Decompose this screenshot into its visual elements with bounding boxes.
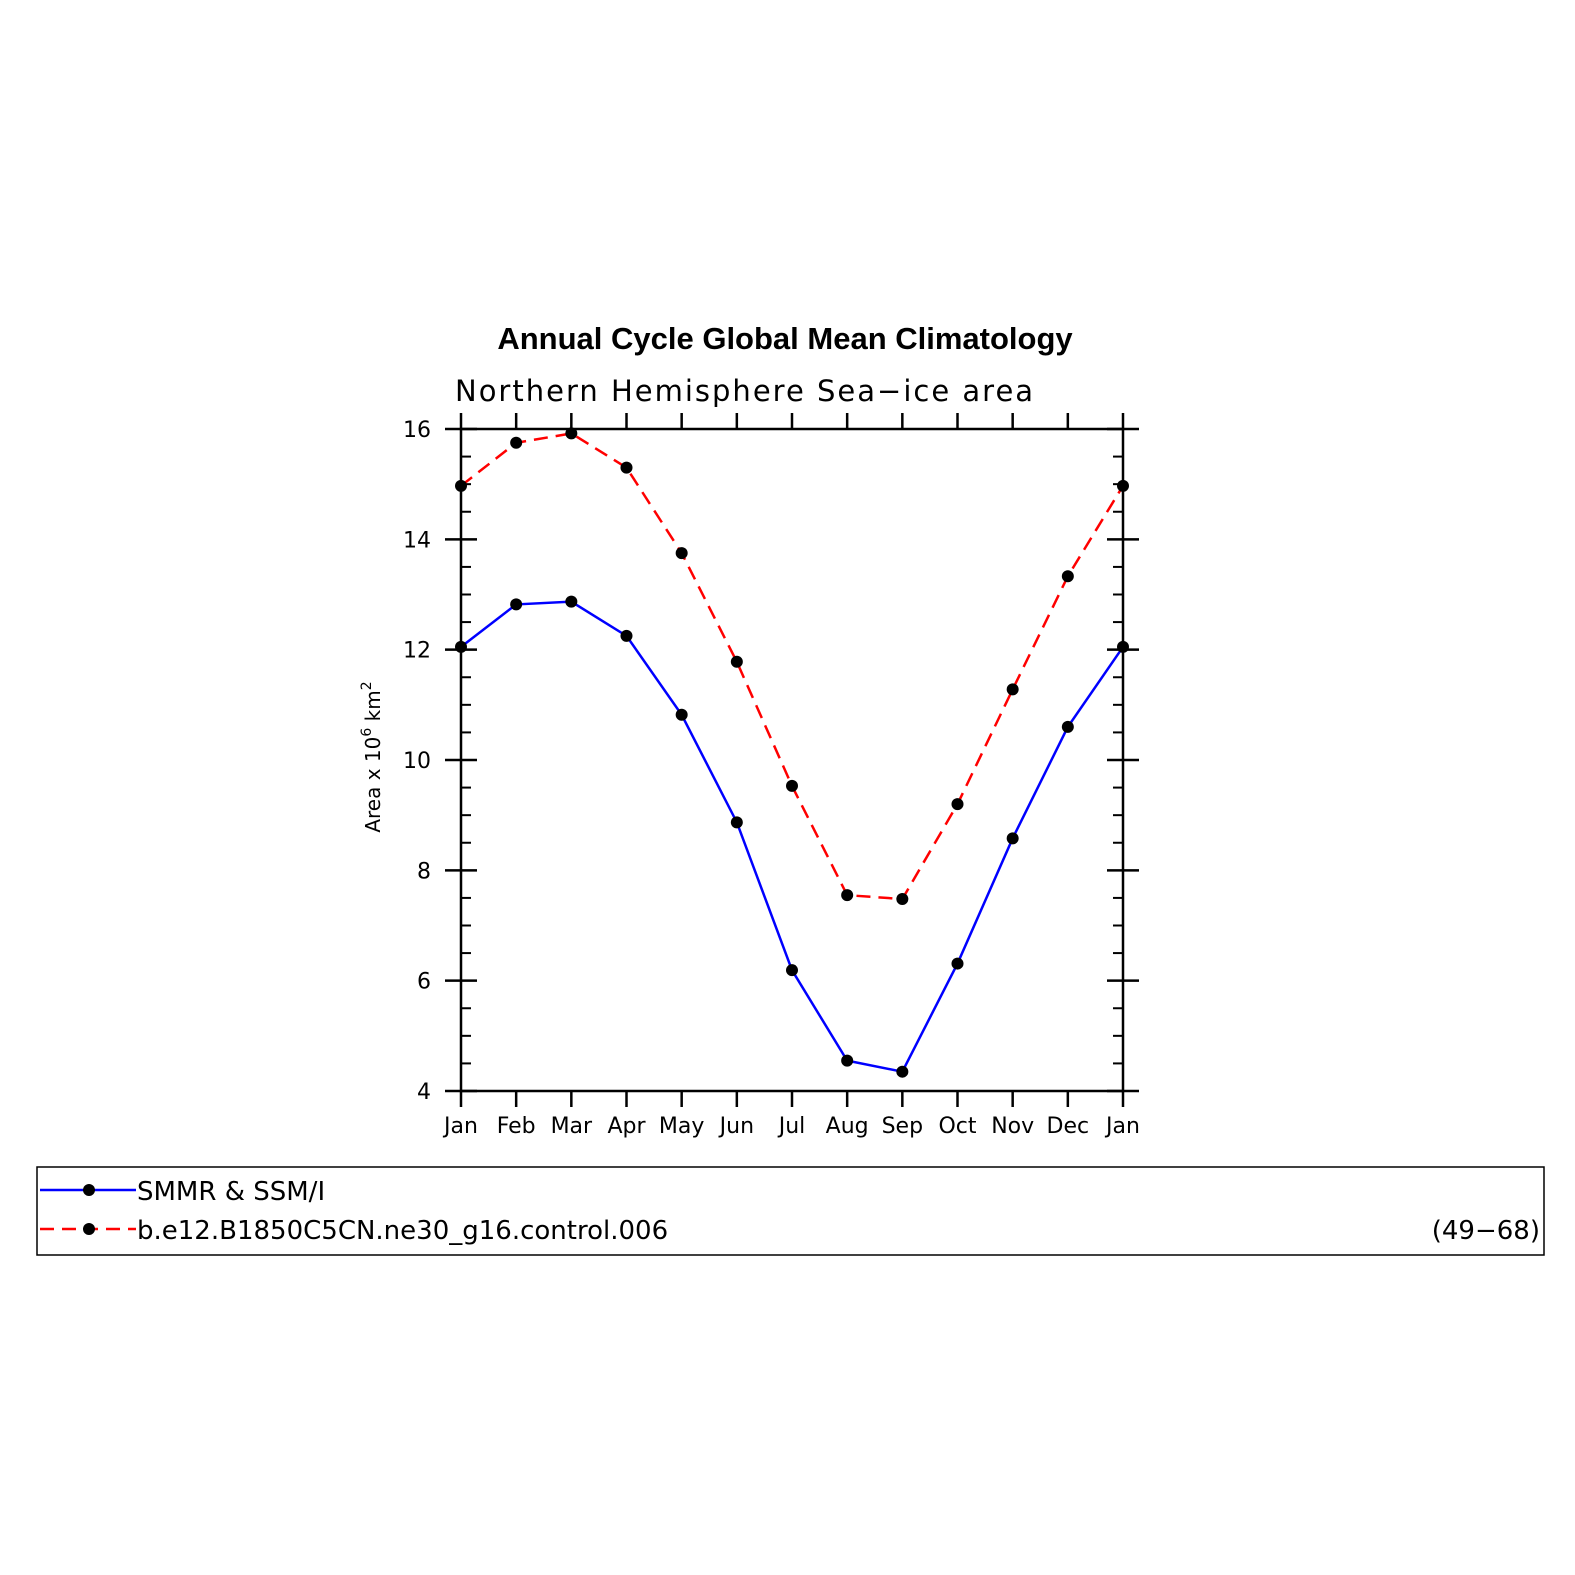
series-1-point bbox=[675, 708, 688, 721]
legend-note: (49−68) bbox=[1432, 1216, 1540, 1246]
x-tick-label: Feb bbox=[497, 1114, 536, 1139]
x-tick-label: Jan bbox=[1104, 1114, 1140, 1139]
series-1-point bbox=[455, 640, 467, 653]
y-tick-label: 16 bbox=[403, 418, 431, 443]
y-axis-label-exponent: 6 bbox=[359, 728, 375, 737]
chart-title: Annual Cycle Global Mean Climatology bbox=[497, 321, 1073, 356]
y-tick-label: 6 bbox=[417, 970, 431, 995]
series-1-point bbox=[565, 595, 578, 608]
legend: SMMR & SSM/I b.e12.B1850C5CN.ne30_g16.con… bbox=[36, 1166, 1545, 1256]
series-line-2 bbox=[460, 432, 1125, 901]
x-tick-label: Sep bbox=[882, 1114, 923, 1139]
y-axis-label: Area x 106 km2 bbox=[359, 681, 385, 832]
series-1-point bbox=[1117, 640, 1129, 653]
series-1-point bbox=[896, 1065, 909, 1078]
x-tick-label: Nov bbox=[991, 1114, 1034, 1139]
series-1-point bbox=[620, 629, 633, 642]
series-1-point bbox=[951, 957, 964, 970]
legend-label-2: b.e12.B1850C5CN.ne30_g16.control.006 bbox=[137, 1216, 668, 1246]
series-2-point bbox=[675, 547, 688, 560]
legend-box bbox=[36, 1166, 1545, 1256]
series-2-point bbox=[510, 436, 523, 449]
x-tick-label: Apr bbox=[607, 1114, 646, 1139]
series-1-point bbox=[1061, 720, 1074, 733]
series-2-point bbox=[1006, 683, 1019, 696]
y-tick-label: 10 bbox=[403, 749, 431, 774]
y-tick-label: 14 bbox=[403, 528, 431, 553]
series-1-point bbox=[841, 1054, 854, 1067]
x-tick-label: May bbox=[659, 1114, 704, 1139]
series-1-point bbox=[510, 598, 523, 611]
series-1-point bbox=[786, 964, 798, 977]
series-1-point bbox=[730, 816, 743, 829]
x-tick-label: Jun bbox=[718, 1114, 754, 1139]
x-tick-label: Jan bbox=[442, 1114, 478, 1139]
y-tick-label: 12 bbox=[403, 639, 431, 664]
x-tick-label: Oct bbox=[938, 1114, 976, 1139]
x-tick-label: Mar bbox=[551, 1114, 593, 1139]
series-2-point bbox=[1061, 570, 1074, 583]
series-2-point bbox=[1117, 479, 1129, 492]
y-tick-label: 8 bbox=[417, 859, 431, 884]
series-2-point bbox=[565, 427, 578, 440]
series-2-point bbox=[620, 461, 633, 474]
x-tick-label: Aug bbox=[826, 1114, 869, 1139]
series-2-point bbox=[841, 889, 854, 902]
legend-label-1: SMMR & SSM/I bbox=[137, 1177, 325, 1207]
series-2-point bbox=[786, 779, 798, 792]
series-2-point bbox=[951, 798, 964, 811]
x-tick-label: Jul bbox=[777, 1114, 806, 1139]
axes: Jan Feb Mar Apr May Jun Jul Aug Sep Oct Nov Dec Jan 4… bbox=[403, 413, 1140, 1139]
series-line-1 bbox=[460, 600, 1125, 1074]
legend-marker-1 bbox=[83, 1184, 95, 1196]
y-axis-label-unit: km bbox=[361, 690, 385, 721]
series-1-point bbox=[1006, 832, 1019, 845]
chart-subtitle: Northern Hemisphere Sea−ice area bbox=[455, 374, 1035, 408]
series-2-point bbox=[455, 479, 467, 492]
y-axis-label-unit-exponent: 2 bbox=[359, 681, 375, 690]
legend-marker-2 bbox=[83, 1223, 95, 1235]
series-2-point bbox=[730, 655, 743, 668]
plot-frame bbox=[459, 427, 1125, 1093]
plot-area bbox=[455, 427, 1129, 1078]
series-2-point bbox=[896, 893, 909, 906]
y-tick-label: 4 bbox=[417, 1080, 431, 1105]
y-axis-label-main: Area x 10 bbox=[361, 737, 385, 833]
x-tick-label: Dec bbox=[1047, 1114, 1090, 1139]
